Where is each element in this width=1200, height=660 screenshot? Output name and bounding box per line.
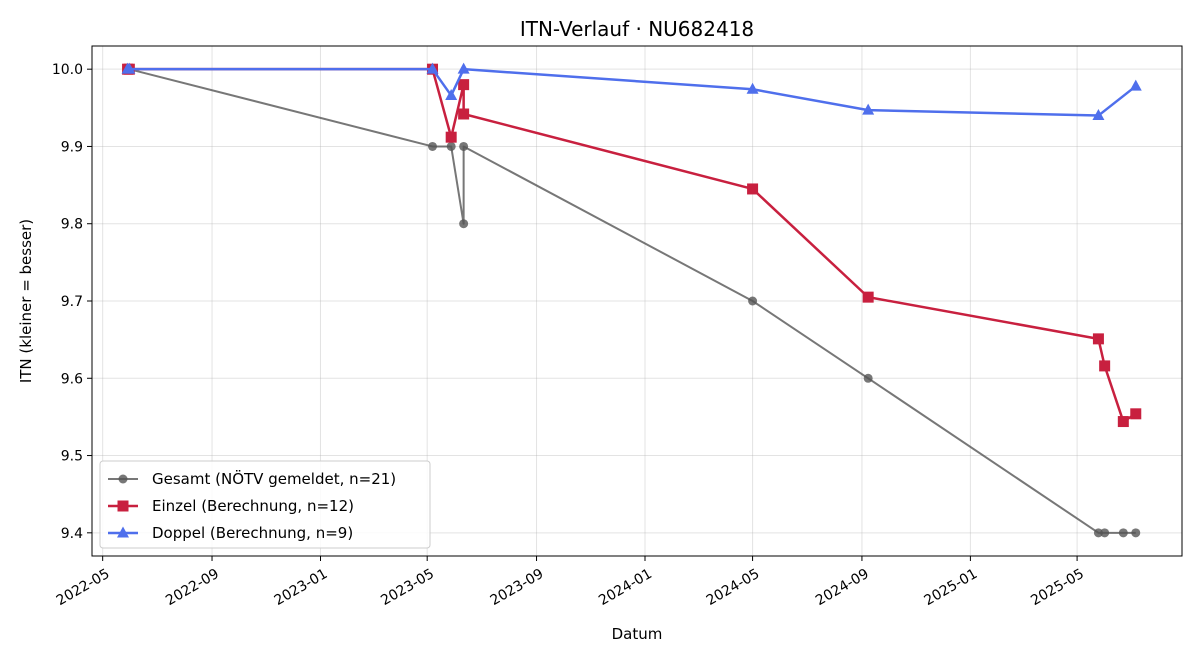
y-tick-label: 9.9 — [61, 139, 83, 155]
legend-marker — [118, 474, 128, 484]
data-point — [1130, 408, 1142, 420]
legend-label: Gesamt (NÖTV gemeldet, n=21) — [152, 469, 396, 488]
legend-label: Doppel (Berechnung, n=9) — [152, 524, 353, 542]
data-point — [458, 79, 470, 91]
data-point — [459, 219, 469, 229]
data-point — [1129, 79, 1142, 91]
legend-marker — [117, 526, 129, 538]
data-point — [747, 183, 759, 195]
data-point — [428, 141, 438, 151]
series-circle — [123, 64, 1141, 538]
series-layer — [121, 62, 1142, 538]
data-point — [1099, 360, 1111, 372]
legend-item: Gesamt (NÖTV gemeldet, n=21) — [108, 469, 396, 488]
y-tick-label: 9.8 — [61, 217, 83, 233]
y-tick-label: 9.5 — [61, 449, 83, 465]
legend-item: Einzel (Berechnung, n=12) — [108, 497, 354, 515]
legend-marker — [117, 500, 129, 512]
data-point — [1092, 333, 1104, 345]
data-point — [445, 131, 457, 143]
data-point — [459, 141, 469, 151]
data-point — [1092, 109, 1105, 121]
y-tick-label: 9.6 — [61, 371, 83, 387]
legend-item: Doppel (Berechnung, n=9) — [108, 524, 353, 542]
y-axis-label: ITN (kleiner = besser) — [17, 219, 35, 383]
data-point — [1117, 416, 1129, 428]
data-point — [457, 62, 470, 74]
data-point — [446, 141, 456, 151]
data-point — [862, 103, 875, 115]
legend: Gesamt (NÖTV gemeldet, n=21) Einzel (Bere… — [99, 460, 431, 549]
series-triangle — [121, 62, 1142, 121]
y-tick-label: 9.4 — [61, 526, 83, 542]
data-point — [445, 88, 458, 100]
data-point — [862, 291, 874, 303]
data-point — [458, 108, 470, 120]
x-axis-label: Datum — [612, 625, 663, 643]
chart-title: ITN-Verlauf · NU682418 — [520, 17, 754, 41]
legend-box — [99, 460, 431, 549]
data-point — [1131, 528, 1141, 538]
y-tick-label: 9.7 — [61, 294, 83, 310]
data-point — [1100, 528, 1110, 538]
data-point — [1093, 528, 1103, 538]
data-point — [746, 82, 759, 94]
legend-label: Einzel (Berechnung, n=12) — [152, 497, 354, 515]
data-point — [863, 373, 873, 383]
y-tick-label: 10.0 — [52, 62, 83, 78]
data-point — [123, 62, 136, 74]
data-point — [426, 62, 439, 74]
data-point — [748, 296, 758, 306]
data-point — [1118, 528, 1128, 538]
